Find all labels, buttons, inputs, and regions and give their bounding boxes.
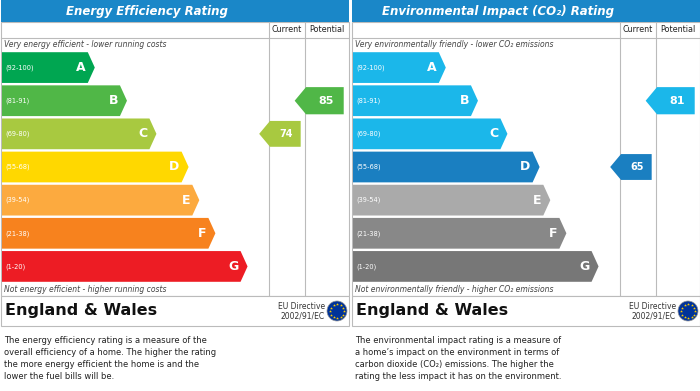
Polygon shape xyxy=(2,85,127,116)
Polygon shape xyxy=(353,251,598,282)
Text: Current: Current xyxy=(623,25,653,34)
Polygon shape xyxy=(353,52,446,83)
Text: A: A xyxy=(76,61,86,74)
Text: 65: 65 xyxy=(631,162,644,172)
Circle shape xyxy=(678,301,698,321)
Text: Not environmentally friendly - higher CO₂ emissions: Not environmentally friendly - higher CO… xyxy=(355,285,554,294)
Text: (92-100): (92-100) xyxy=(5,65,34,71)
Bar xyxy=(1,22,349,296)
Text: C: C xyxy=(489,127,498,140)
Text: (69-80): (69-80) xyxy=(356,131,381,137)
Text: F: F xyxy=(198,227,206,240)
Polygon shape xyxy=(2,118,156,149)
Text: E: E xyxy=(182,194,190,206)
Text: (81-91): (81-91) xyxy=(5,97,29,104)
Text: (69-80): (69-80) xyxy=(5,131,29,137)
Text: The energy efficiency rating is a measure of the
overall efficiency of a home. T: The energy efficiency rating is a measur… xyxy=(4,336,216,381)
Polygon shape xyxy=(295,87,344,114)
Text: England & Wales: England & Wales xyxy=(356,303,508,319)
Polygon shape xyxy=(353,118,508,149)
Text: 74: 74 xyxy=(279,129,293,139)
Polygon shape xyxy=(645,87,694,114)
Text: Not energy efficient - higher running costs: Not energy efficient - higher running co… xyxy=(4,285,167,294)
Bar xyxy=(352,296,700,326)
Polygon shape xyxy=(610,154,652,180)
Bar xyxy=(352,0,700,22)
Text: F: F xyxy=(549,227,557,240)
Polygon shape xyxy=(353,185,550,215)
Text: (1-20): (1-20) xyxy=(356,263,377,270)
Text: (92-100): (92-100) xyxy=(356,65,384,71)
Bar xyxy=(1,296,349,326)
Polygon shape xyxy=(2,251,248,282)
Text: The environmental impact rating is a measure of
a home’s impact on the environme: The environmental impact rating is a mea… xyxy=(355,336,561,381)
Circle shape xyxy=(327,301,347,321)
Text: (39-54): (39-54) xyxy=(356,197,380,203)
Text: 2002/91/EC: 2002/91/EC xyxy=(632,312,676,321)
Text: (55-68): (55-68) xyxy=(5,164,29,170)
Text: (39-54): (39-54) xyxy=(5,197,29,203)
Polygon shape xyxy=(2,52,94,83)
Text: (81-91): (81-91) xyxy=(356,97,380,104)
Text: England & Wales: England & Wales xyxy=(5,303,157,319)
Text: (1-20): (1-20) xyxy=(5,263,25,270)
Text: D: D xyxy=(520,160,531,174)
Polygon shape xyxy=(353,85,478,116)
Text: A: A xyxy=(427,61,437,74)
Text: (55-68): (55-68) xyxy=(356,164,381,170)
Bar xyxy=(1,0,349,22)
Text: Environmental Impact (CO₂) Rating: Environmental Impact (CO₂) Rating xyxy=(382,5,614,18)
Text: Energy Efficiency Rating: Energy Efficiency Rating xyxy=(66,5,228,18)
Text: (21-38): (21-38) xyxy=(356,230,380,237)
Text: 81: 81 xyxy=(669,96,685,106)
Polygon shape xyxy=(2,152,188,182)
Text: G: G xyxy=(228,260,239,273)
Text: B: B xyxy=(108,94,118,107)
Text: Very energy efficient - lower running costs: Very energy efficient - lower running co… xyxy=(4,40,167,49)
Text: EU Directive: EU Directive xyxy=(629,302,676,311)
Text: G: G xyxy=(580,260,589,273)
Text: Potential: Potential xyxy=(309,25,344,34)
Text: EU Directive: EU Directive xyxy=(278,302,325,311)
Polygon shape xyxy=(259,121,301,147)
Polygon shape xyxy=(353,218,566,249)
Text: 2002/91/EC: 2002/91/EC xyxy=(281,312,325,321)
Text: (21-38): (21-38) xyxy=(5,230,29,237)
Polygon shape xyxy=(2,185,199,215)
Text: C: C xyxy=(139,127,148,140)
Polygon shape xyxy=(353,152,540,182)
Text: Current: Current xyxy=(272,25,302,34)
Text: 85: 85 xyxy=(318,96,333,106)
Text: D: D xyxy=(169,160,180,174)
Text: Potential: Potential xyxy=(660,25,696,34)
Polygon shape xyxy=(2,218,216,249)
Bar xyxy=(352,22,700,296)
Text: E: E xyxy=(533,194,541,206)
Text: Very environmentally friendly - lower CO₂ emissions: Very environmentally friendly - lower CO… xyxy=(355,40,554,49)
Text: B: B xyxy=(459,94,469,107)
